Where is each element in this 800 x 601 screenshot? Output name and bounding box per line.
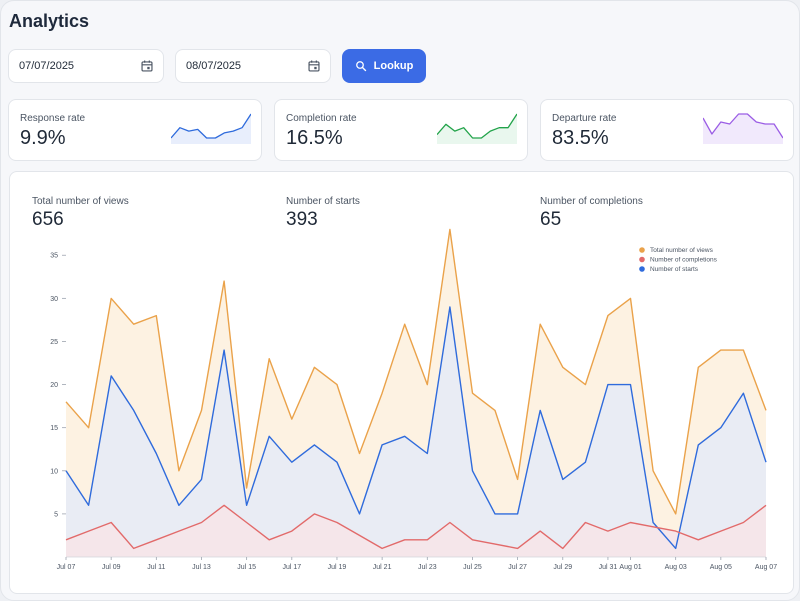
x-tick-label: Jul 15: [237, 564, 256, 571]
x-tick-label: Aug 05: [710, 564, 732, 571]
completion-rate-sparkline: [437, 113, 517, 144]
x-tick-label: Jul 21: [373, 564, 392, 571]
x-tick-label: Jul 29: [553, 564, 572, 571]
x-tick-label: Jul 23: [418, 564, 437, 571]
stat-value: 83.5%: [552, 127, 609, 149]
x-tick-label: Jul 19: [328, 564, 347, 571]
calendar-icon[interactable]: [140, 59, 154, 73]
series-line: [65, 504, 767, 550]
calendar-icon[interactable]: [307, 59, 321, 73]
metric-completions: Number of completions 65: [540, 196, 643, 231]
stat-label: Completion rate: [286, 113, 357, 124]
lookup-button[interactable]: Lookup: [342, 49, 426, 83]
metric-value: 65: [540, 209, 562, 230]
legend-label: Total number of views: [650, 247, 714, 254]
x-tick-label: Jul 09: [102, 564, 121, 571]
y-tick-label: 35: [50, 253, 58, 260]
page-title: Analytics: [9, 11, 90, 31]
x-tick-label: Jul 11: [147, 564, 165, 571]
sparkline-area: [437, 114, 517, 144]
views-chart-card: 5 10 15 20 25 30 35 Jul 07 Jul 09 Jul 11 Jul 13 Jul…: [9, 171, 794, 594]
series-line: [65, 228, 767, 515]
x-tick-label: Jul 31: [599, 564, 618, 571]
start-date-input[interactable]: 07/07/2025: [8, 49, 164, 83]
metric-starts: Number of starts 393: [286, 196, 360, 231]
legend-label: Number of completions: [650, 257, 718, 264]
stat-value: 9.9%: [20, 127, 66, 149]
series-area: [66, 307, 766, 557]
y-tick-label: 10: [50, 468, 58, 475]
departure-rate-sparkline: [703, 113, 783, 144]
sparkline-area: [171, 114, 251, 144]
metric-label: Number of starts: [286, 196, 360, 207]
end-date-value: 08/07/2025: [186, 60, 242, 72]
sparkline-area: [703, 114, 783, 144]
stat-label: Departure rate: [552, 113, 617, 124]
x-tick-label: Jul 07: [57, 564, 76, 571]
x-tick-label: Jul 27: [508, 564, 527, 571]
metric-value: 393: [286, 209, 318, 230]
metric-total-views: Total number of views 656: [32, 196, 129, 231]
y-tick-label: 5: [54, 511, 58, 518]
stat-card-completion-rate: Completion rate 16.5%: [274, 99, 528, 161]
start-date-value: 07/07/2025: [19, 60, 75, 72]
y-tick-label: 30: [50, 296, 58, 303]
views-area-chart: 5 10 15 20 25 30 35 Jul 07 Jul 09 Jul 11 Jul 13 Jul…: [50, 228, 777, 571]
legend-swatch: [639, 266, 645, 272]
x-tick-label: Jul 25: [463, 564, 482, 571]
y-tick-label: 20: [50, 382, 58, 389]
metric-label: Total number of views: [32, 196, 129, 207]
legend-swatch: [639, 256, 645, 263]
search-icon: [355, 61, 366, 72]
sparkline-line: [703, 113, 783, 139]
stat-card-response-rate: Response rate 9.9%: [8, 99, 262, 161]
x-tick-label: Jul 13: [192, 564, 211, 571]
response-rate-sparkline: [171, 113, 251, 144]
x-tick-label: Aug 01: [619, 564, 641, 571]
stat-label: Response rate: [20, 113, 86, 124]
series-line: [65, 306, 767, 550]
stat-card-departure-rate: Departure rate 83.5%: [540, 99, 794, 161]
legend-label: Number of starts: [650, 266, 699, 273]
x-tick-label: Jul 17: [282, 564, 301, 571]
x-tick-label: Aug 03: [665, 564, 687, 571]
stat-value: 16.5%: [286, 127, 343, 149]
y-tick-label: 25: [50, 339, 58, 346]
y-tick-label: 15: [50, 425, 58, 432]
sparkline-line: [171, 113, 251, 139]
metric-label: Number of completions: [540, 196, 643, 207]
x-tick-label: Aug 07: [755, 564, 777, 571]
legend-swatch: [639, 247, 645, 253]
metric-value: 656: [32, 209, 64, 230]
sparkline-line: [437, 113, 517, 139]
lookup-button-label: Lookup: [373, 60, 414, 72]
end-date-input[interactable]: 08/07/2025: [175, 49, 331, 83]
